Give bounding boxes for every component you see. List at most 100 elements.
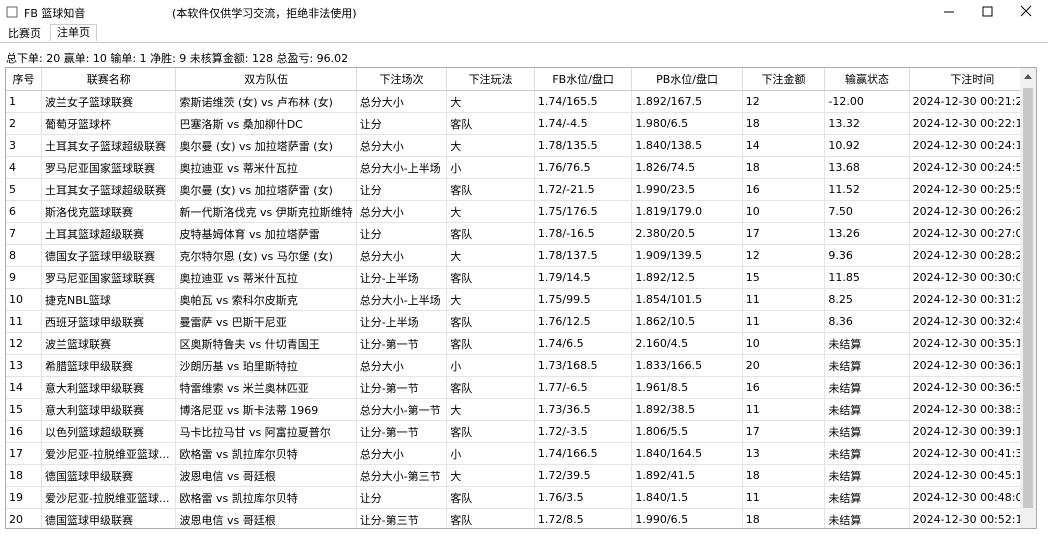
table-cell: 大 bbox=[446, 200, 535, 223]
table-cell: 小 bbox=[446, 354, 535, 377]
table-cell: 1.74/166.5 bbox=[534, 442, 633, 465]
table-cell: 区奥斯特鲁夫 vs 什切青国王 bbox=[175, 332, 357, 355]
table-cell: 罗马尼亚国家篮球联赛 bbox=[41, 156, 177, 179]
window-controls[interactable] bbox=[930, 0, 1048, 24]
table-cell: 10.92 bbox=[824, 134, 910, 157]
table-cell: 欧格雷 vs 凯拉库尔贝特 bbox=[175, 442, 357, 465]
table-cell: 让分-第一节 bbox=[356, 420, 448, 443]
table-row: 8 德国女子篮球甲级联赛 克尔特尔恩 (女) vs 马尔堡 (女) 总分大小大 1.78… bbox=[6, 244, 1036, 267]
table-row: 20 德国篮球甲级联赛 波恩电信 vs 哥廷根 让分-第三节 客队 1.72/8.5 1.9… bbox=[6, 508, 1036, 528]
table-cell: 1.892/41.5 bbox=[631, 464, 743, 487]
table-cell: 1.961/8.5 bbox=[631, 376, 743, 399]
table-cell: 13.26 bbox=[824, 222, 910, 245]
table-cell: 8.36 bbox=[824, 310, 910, 333]
table-cell: 未结算 bbox=[824, 376, 910, 399]
table-cell: 6 bbox=[6, 200, 43, 223]
table-cell: 让分 bbox=[356, 112, 448, 135]
table-cell: 4 bbox=[6, 156, 43, 179]
table-cell: 罗马尼亚国家篮球联赛 bbox=[41, 266, 177, 289]
table-cell: 11 bbox=[742, 398, 826, 421]
table-cell: 15 bbox=[6, 398, 43, 421]
column-header: 下注场次 bbox=[356, 68, 448, 91]
table-cell: 12 bbox=[6, 332, 43, 355]
table-cell: 西班牙篮球甲级联赛 bbox=[41, 310, 177, 333]
table-cell: 葡萄牙篮球杯 bbox=[41, 112, 177, 135]
table-row: 6 斯洛伐克篮球联赛 新一代斯洛伐克 vs 伊斯克拉斯维特 总分大小大 1.75/176… bbox=[6, 200, 1036, 223]
table-cell: 1.980/6.5 bbox=[631, 112, 743, 135]
table-cell: 17 bbox=[6, 442, 43, 465]
tab-bar: 比赛页 注单页 bbox=[0, 24, 1048, 43]
table-cell: 未结算 bbox=[824, 508, 910, 528]
table-cell: 让分 bbox=[356, 178, 448, 201]
table-cell: 未结算 bbox=[824, 332, 910, 355]
table-cell: 未结算 bbox=[824, 464, 910, 487]
table-cell: 波兰女子篮球联赛 bbox=[41, 90, 177, 113]
table-cell: 客队 bbox=[446, 222, 535, 245]
table-cell: 2024-12-30 00:39:1 bbox=[909, 420, 1036, 443]
table-cell: 以色列篮球超级联赛 bbox=[41, 420, 177, 443]
table-cell: 让分 bbox=[356, 486, 448, 509]
tab[interactable]: 比赛页 bbox=[8, 27, 41, 40]
table-cell: 18 bbox=[6, 464, 43, 487]
table-cell: 1.78/135.5 bbox=[534, 134, 633, 157]
column-header: 序号 bbox=[6, 68, 43, 91]
table-cell: 1 bbox=[6, 90, 43, 113]
table-cell: 1.833/166.5 bbox=[631, 354, 743, 377]
table-cell: 客队 bbox=[446, 332, 535, 355]
table-cell: 意大利篮球甲级联赛 bbox=[41, 376, 177, 399]
table-row: 15 意大利篮球甲级联赛 博洛尼亚 vs 斯卡法蒂 1969 总分大小-第一节大 1.7… bbox=[6, 398, 1036, 421]
table-cell: 总分大小 bbox=[356, 134, 448, 157]
table-cell: 16 bbox=[742, 376, 826, 399]
table-cell: 客队 bbox=[446, 486, 535, 509]
table-cell: 总分大小-第一节 bbox=[356, 398, 448, 421]
table-cell: 2024-12-30 00:36:1 bbox=[909, 354, 1036, 377]
table-cell: 奥拉迪亚 vs 蒂米什瓦拉 bbox=[175, 156, 357, 179]
table-cell: 总分大小-上半场 bbox=[356, 288, 448, 311]
table-row: 9 罗马尼亚国家篮球联赛 奥拉迪亚 vs 蒂米什瓦拉 让分-上半场 客队 1.79/14.… bbox=[6, 266, 1036, 289]
column-header: 联赛名称 bbox=[41, 68, 177, 91]
tab-active[interactable]: 注单页 bbox=[50, 24, 97, 41]
table-cell: 2024-12-30 00:24:5 bbox=[909, 156, 1036, 179]
table-cell: 1.826/74.5 bbox=[631, 156, 743, 179]
table-cell: 未结算 bbox=[824, 442, 910, 465]
table-cell: 2024-12-30 00:35:1 bbox=[909, 332, 1036, 355]
table-row: 1 波兰女子篮球联赛 索斯诺维茨 (女) vs 卢布林 (女) 总分大小大 1.74/1… bbox=[6, 90, 1036, 113]
table-cell: 15 bbox=[742, 266, 826, 289]
table-cell: 奥尔曼 (女) vs 加拉塔萨雷 (女) bbox=[175, 178, 357, 201]
table-cell: 让分-上半场 bbox=[356, 266, 448, 289]
table-cell: 2024-12-30 00:30:0 bbox=[909, 266, 1036, 289]
table-cell: 20 bbox=[6, 508, 43, 528]
table-cell: 3 bbox=[6, 134, 43, 157]
table-cell: 大 bbox=[446, 90, 535, 113]
table-cell: 2024-12-30 00:27:0 bbox=[909, 222, 1036, 245]
table-cell: 10 bbox=[6, 288, 43, 311]
table-cell: 马卡比拉马甘 vs 阿富拉夏普尔 bbox=[175, 420, 357, 443]
table-cell: 大 bbox=[446, 134, 535, 157]
table-row: 11 西班牙篮球甲级联赛 曼雷萨 vs 巴斯干尼亚 让分-上半场 客队 1.76/12.5… bbox=[6, 310, 1036, 333]
table-cell: 11 bbox=[742, 486, 826, 509]
table-cell: 大 bbox=[446, 464, 535, 487]
table-cell: 2024-12-30 00:22:1 bbox=[909, 112, 1036, 135]
table-cell: 1.862/10.5 bbox=[631, 310, 743, 333]
table-cell: 1.74/6.5 bbox=[534, 332, 633, 355]
table-cell: 特雷维索 vs 米兰奥林匹亚 bbox=[175, 376, 357, 399]
table-cell: 9.36 bbox=[824, 244, 910, 267]
table-cell: 2 bbox=[6, 112, 43, 135]
table-cell: 12 bbox=[742, 244, 826, 267]
table-row: 4 罗马尼亚国家篮球联赛 奥拉迪亚 vs 蒂米什瓦拉 总分大小-上半场小 1.76/76… bbox=[6, 156, 1036, 179]
table-cell: 未结算 bbox=[824, 486, 910, 509]
table-cell: 13 bbox=[742, 442, 826, 465]
table-cell: 奥拉迪亚 vs 蒂米什瓦拉 bbox=[175, 266, 357, 289]
table-cell: 1.78/137.5 bbox=[534, 244, 633, 267]
data-grid: 序号 联赛名称 双方队伍 下注场次 下注玩法 FB水位/盘口 PB水位/盘口 下注金额 输赢状态… bbox=[5, 67, 1037, 529]
table-cell: 1.909/139.5 bbox=[631, 244, 743, 267]
table-cell: 11.52 bbox=[824, 178, 910, 201]
table-cell: 1.74/165.5 bbox=[534, 90, 633, 113]
table-cell: 1.840/138.5 bbox=[631, 134, 743, 157]
table-cell: 波恩电信 vs 哥廷根 bbox=[175, 508, 357, 528]
table-cell: 2024-12-30 00:25:5 bbox=[909, 178, 1036, 201]
scrollbar[interactable] bbox=[1020, 68, 1036, 528]
table-cell: 1.990/23.5 bbox=[631, 178, 743, 201]
table-row: 14 意大利篮球甲级联赛 特雷维索 vs 米兰奥林匹亚 让分-第一节 客队 1.77/-6… bbox=[6, 376, 1036, 399]
title-bar: FB 篮球知音 (本软件仅供学习交流，拒绝非法使用) bbox=[0, 0, 1048, 24]
